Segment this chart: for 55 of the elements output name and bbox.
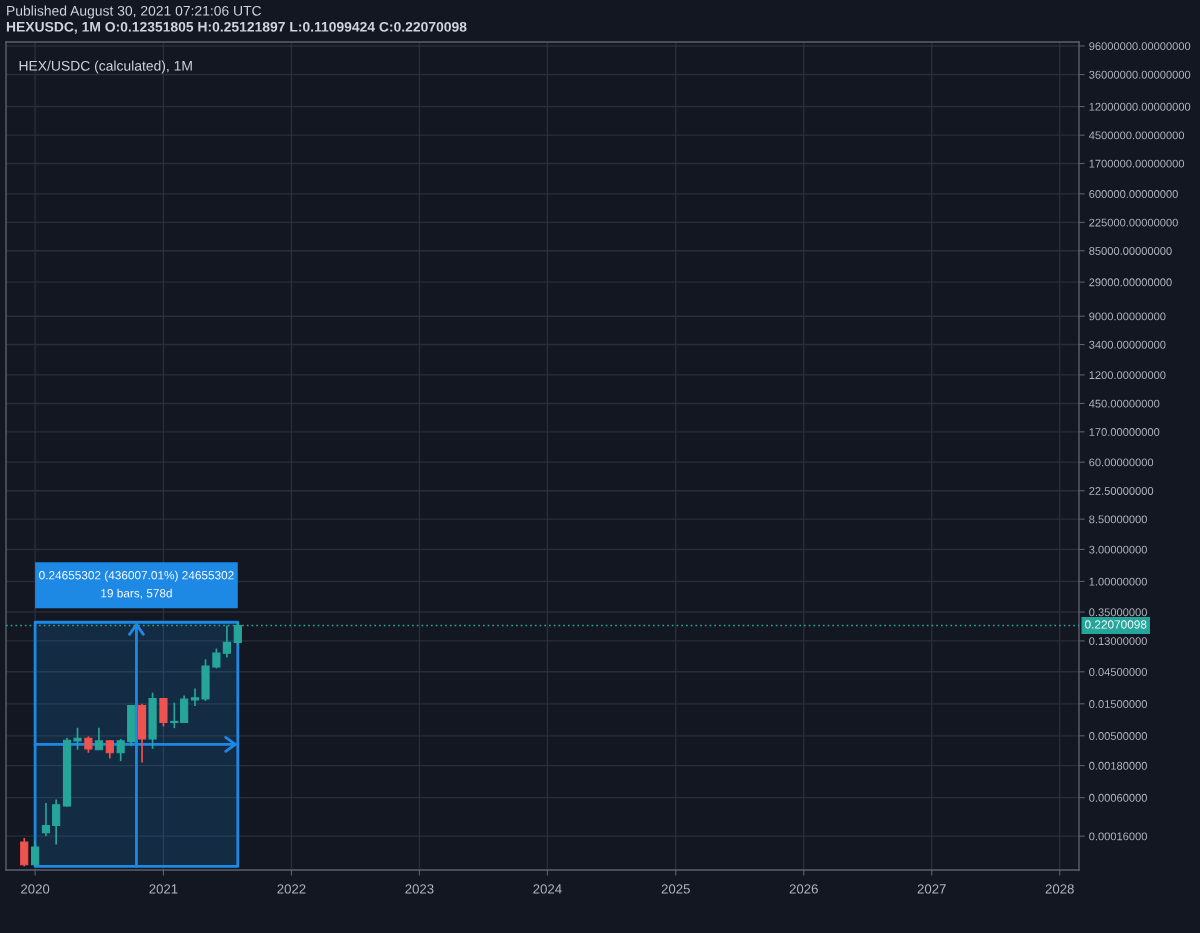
text: HEX/USDC (calculated), 1M: [19, 60, 192, 74]
x-tick-label: 2028: [1045, 884, 1074, 894]
y-tick-label: 12000000.00000000: [1089, 102, 1191, 111]
y-tick-label: 0.01500000: [1089, 700, 1147, 708]
x-tick-label: 2026: [789, 884, 818, 894]
text: Published August 30, 2021 07:21:06 UTC: [7, 5, 262, 19]
candlestick: [52, 798, 61, 846]
x-tick-label: 2020: [21, 884, 50, 894]
y-tick-label: 9000.00000000: [1089, 312, 1166, 321]
candlestick: [41, 802, 51, 837]
y-tick-label: 85000.00000000: [1089, 247, 1172, 255]
candlestick: [20, 837, 29, 868]
y-tick-label: 22.50000000: [1089, 487, 1154, 495]
y-tick-label: 170.00000000: [1089, 428, 1160, 436]
y-tick-label: 450.00000000: [1088, 399, 1160, 408]
candlestick: [170, 701, 179, 730]
candlestick: [180, 694, 189, 724]
y-tick-label: 225000.00000000: [1089, 218, 1178, 227]
y-tick-label: 3400.00000000: [1089, 340, 1166, 349]
candlestick: [105, 739, 114, 760]
x-tick-label: 2021: [149, 884, 178, 894]
candlestick: [190, 687, 200, 707]
y-tick-label: 36000000.00000000: [1089, 70, 1191, 79]
band-label: 19 bars, 578d: [101, 588, 172, 599]
y-tick-label: 0.13000000: [1089, 637, 1147, 646]
y-tick-label: 1200.00000000: [1089, 371, 1166, 380]
y-tick-label: 0.00500000: [1089, 732, 1147, 740]
y-tick-label: 3.00000000: [1089, 545, 1147, 554]
y-tick-label: 0.35000000: [1089, 608, 1147, 617]
x-tick-label: 2025: [661, 884, 690, 894]
y-tick-label: 0.00180000: [1089, 761, 1147, 770]
y-tick-label: 8.50000000: [1089, 515, 1147, 524]
y-tick-label: 1700000.00000000: [1089, 159, 1185, 168]
y-tick-label: 0.00060000: [1089, 793, 1147, 802]
y-tick-label: 29000.00000000: [1089, 278, 1172, 287]
x-tick-label: 2027: [917, 884, 946, 894]
y-tick-label: 4500000.00000000: [1088, 131, 1185, 140]
x-tick-label: 2024: [533, 884, 562, 894]
y-tick-label: 96000000.00000000: [1089, 42, 1191, 51]
y-tick-label: 1.00000000: [1089, 577, 1147, 586]
y-tick-label: 0.04500000: [1089, 668, 1147, 676]
y-tick-label: 600000.00000000: [1089, 190, 1178, 198]
text: HEXUSDC, 1M O:0.12351805 H:0.25121897 L:0.11099424 C:0.22070098: [6, 21, 467, 34]
ref-line-label: 0.22070098: [1085, 620, 1147, 629]
candlestick: [222, 624, 232, 659]
x-tick-label: 2022: [277, 884, 306, 894]
candlestick: [94, 726, 104, 751]
y-tick-label: 60.00000000: [1089, 458, 1154, 467]
candlestick: [73, 726, 82, 751]
candlestick: [31, 839, 40, 868]
annotation: 0.24655302 (436007.01%) 24655302: [39, 570, 234, 582]
candlestick: [159, 697, 168, 728]
x-tick-label: 2023: [405, 884, 434, 894]
y-tick-label: 0.00016000: [1089, 832, 1147, 841]
candlestick: [116, 738, 125, 762]
